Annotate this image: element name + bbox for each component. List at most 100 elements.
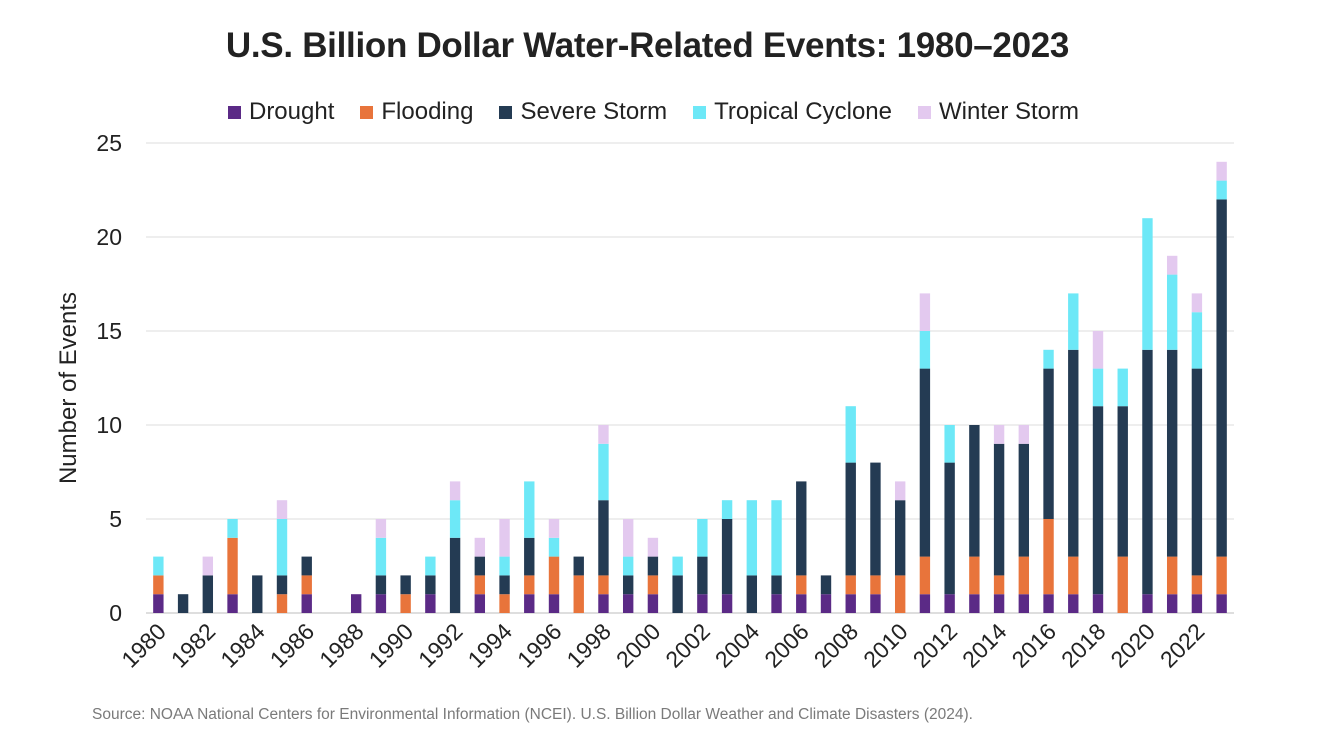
bar-segment (449, 481, 461, 501)
bar-segment (474, 537, 486, 557)
bar-segment (350, 594, 362, 613)
bar-segment (1068, 594, 1079, 613)
bar-segment (919, 293, 931, 331)
bar-segment (993, 575, 1005, 595)
bar-segment (1216, 556, 1227, 595)
x-tick-label: 1980 (116, 618, 171, 673)
bar-segment (697, 556, 708, 595)
bar-segment (870, 575, 881, 595)
bar-segment (1092, 331, 1104, 369)
bar-segment (153, 594, 164, 613)
bar-segment (919, 331, 931, 369)
bar-segment (524, 594, 535, 613)
bar-segment (647, 594, 659, 613)
bar-segment (1018, 443, 1030, 557)
bar-segment (1142, 594, 1153, 613)
bar-segment (1092, 594, 1104, 613)
bar-segment (1117, 556, 1128, 613)
bar-segment (375, 519, 387, 538)
bar-segment (1068, 293, 1079, 350)
bar-segment (820, 594, 832, 613)
bar-segment (894, 500, 906, 576)
bar-segment (499, 556, 510, 576)
bar-segment (598, 443, 609, 501)
legend-label: Flooding (381, 98, 474, 125)
bar-segment (548, 537, 560, 557)
bar-segment (301, 575, 312, 595)
y-tick-labels: 0 5 10 15 20 25 (96, 130, 122, 626)
bar-segment (499, 594, 510, 613)
bar-segment (894, 481, 906, 501)
bar-segment (870, 462, 881, 576)
bar-segment (771, 500, 782, 576)
legend-label: Severe Storm (520, 98, 668, 125)
bar-segment (548, 556, 560, 595)
bar-segment (944, 594, 955, 613)
bar-segment (919, 368, 931, 557)
bar-segment (622, 594, 634, 613)
x-tick-label: 2002 (660, 618, 715, 673)
x-tick-label: 2016 (1007, 618, 1062, 673)
bar-segment (1043, 349, 1054, 369)
bar-segment (400, 575, 411, 595)
bar-segment (227, 519, 238, 538)
bar-segment (622, 519, 634, 557)
bar-segment (969, 425, 980, 557)
bar-segment (969, 556, 980, 595)
legend-item: Severe Storm (499, 98, 667, 126)
source-note: Source: NOAA National Centers for Enviro… (92, 706, 973, 723)
bar-segment (375, 537, 387, 576)
bar-segment (1191, 312, 1203, 369)
bar-segment (1216, 180, 1227, 200)
bar-segment (177, 594, 189, 613)
bar-segment (573, 556, 584, 576)
x-tick-label: 1990 (364, 618, 419, 673)
bar-segment (1068, 556, 1079, 595)
bar-segment (894, 575, 906, 613)
legend: Drought Flooding Severe Storm Tropical Cycl… (0, 98, 1307, 126)
legend-label: Drought (248, 98, 335, 125)
bar-segment (721, 500, 733, 519)
y-tick-label: 15 (96, 318, 122, 344)
bar-segment (524, 575, 535, 595)
bar-segment (721, 519, 733, 595)
bar-segment (697, 519, 708, 557)
bar-segment (573, 575, 584, 613)
legend-item: Tropical Cyclone (693, 98, 892, 126)
y-axis-label: Number of Events (55, 292, 82, 484)
bar-segment (1166, 274, 1178, 350)
bar-segment (647, 556, 659, 576)
bar-segment (375, 594, 387, 613)
bar-segment (1043, 368, 1054, 519)
bar-segment (1166, 349, 1178, 557)
bar-segment (919, 594, 931, 613)
bar-segment (919, 556, 931, 595)
bar-segment (227, 537, 238, 595)
bar-segment (474, 594, 486, 613)
bar-segment (474, 575, 486, 595)
bar-segment (524, 537, 535, 576)
legend-swatch (693, 105, 707, 119)
y-tick-label: 20 (96, 224, 122, 250)
bar-segment (672, 575, 683, 613)
bars (153, 161, 1227, 613)
bar-segment (1191, 575, 1203, 595)
bar-segment (202, 575, 214, 613)
x-tick-label: 2012 (908, 618, 963, 673)
x-tick-label: 2008 (809, 618, 864, 673)
bar-segment (598, 500, 609, 576)
bar-segment (746, 575, 758, 613)
bar-segment (1166, 255, 1178, 275)
bar-segment (944, 425, 955, 463)
bar-segment (1068, 349, 1079, 557)
x-tick-label: 1982 (166, 618, 221, 673)
bar-segment (1092, 406, 1104, 595)
x-tick-label: 2010 (858, 618, 913, 673)
legend-swatch (360, 105, 374, 119)
legend-swatch (918, 105, 931, 119)
bar-segment (449, 537, 461, 613)
x-tick-label: 2000 (611, 618, 666, 673)
legend-item: Drought (227, 98, 335, 126)
bar-segment (1142, 218, 1153, 350)
